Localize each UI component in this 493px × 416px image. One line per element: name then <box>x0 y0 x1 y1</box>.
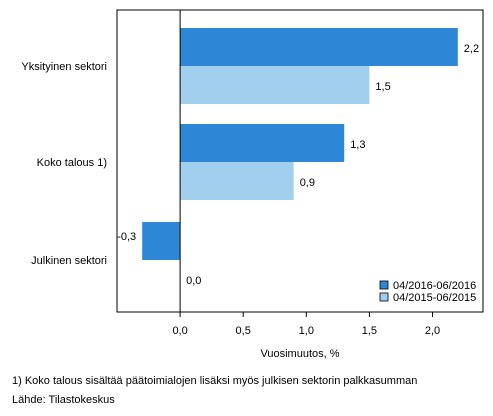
x-tick-label-3: 1,0 <box>299 325 314 337</box>
data-label-current-1: 2,2 <box>464 43 479 55</box>
footnote-text: 1) Koko talous sisältää päätoimialojen l… <box>12 375 418 387</box>
bar-current-2 <box>180 124 345 162</box>
footnotes: 1) Koko talous sisältää päätoimialojen l… <box>12 372 417 410</box>
category-label-1: Yksityinen sektori <box>21 61 107 73</box>
data-label-previous-3: 0,0 <box>186 275 201 287</box>
data-label-current-3: -0,3 <box>117 231 136 243</box>
data-labels-layer: 2,2 1,5 1,3 0,9 -0,3 0,0 <box>117 43 479 287</box>
bar-current-3 <box>142 222 181 260</box>
bars-layer <box>142 28 458 260</box>
data-label-previous-1: 1,5 <box>375 81 390 93</box>
x-axis-title: Vuosimuutos, % <box>260 348 339 360</box>
plot-frame <box>116 9 484 313</box>
x-tick-label-5: 2,0 <box>425 325 440 337</box>
bar-current-1 <box>180 28 458 66</box>
x-tick-label-4: 1,5 <box>362 325 377 337</box>
data-label-previous-2: 0,9 <box>300 177 315 189</box>
legend-swatch-1 <box>379 280 389 290</box>
category-label-3: Julkinen sektori <box>31 255 107 267</box>
bar-previous-2 <box>180 162 294 200</box>
data-label-current-2: 1,3 <box>350 139 365 151</box>
legend-label-1: 04/2016-06/2016 <box>393 280 476 292</box>
x-tick-label-1: 0,0 <box>172 325 187 337</box>
bar-previous-1 <box>180 66 370 104</box>
category-labels-layer: Yksityinen sektori Koko talous 1) Julkinen… <box>21 61 107 267</box>
x-axis-ticks-layer: 0,0 0,5 1,0 1,5 2,0 <box>172 312 440 337</box>
legend-swatch-2 <box>379 292 389 302</box>
source-text: Lähde: Tilastokeskus <box>12 394 115 406</box>
legend-label-2: 04/2015-06/2015 <box>393 292 476 304</box>
category-label-2: Koko talous 1) <box>37 157 107 169</box>
x-tick-label-2: 0,5 <box>236 325 251 337</box>
